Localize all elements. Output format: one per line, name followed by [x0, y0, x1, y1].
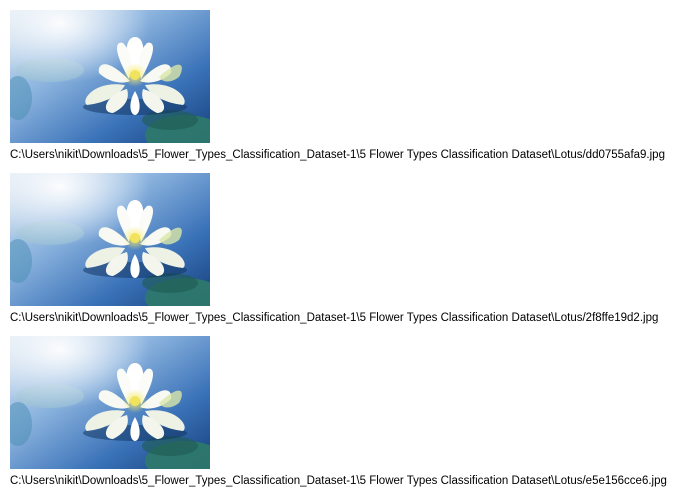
- lotus-image-thumbnail[interactable]: [10, 173, 210, 306]
- lotus-flower-image: [10, 336, 210, 469]
- lotus-flower-image: [10, 10, 210, 143]
- file-path-caption: C:\Users\nikit\Downloads\5_Flower_Types_…: [10, 312, 659, 324]
- lotus-flower-image: [10, 173, 210, 306]
- lotus-image-thumbnail[interactable]: [10, 10, 210, 143]
- file-path-caption: C:\Users\nikit\Downloads\5_Flower_Types_…: [10, 149, 665, 161]
- lotus-image-thumbnail[interactable]: [10, 336, 210, 469]
- result-entry-3: C:\Users\nikit\Downloads\5_Flower_Types_…: [10, 336, 700, 488]
- file-path-caption: C:\Users\nikit\Downloads\5_Flower_Types_…: [10, 475, 667, 487]
- result-entry-2: C:\Users\nikit\Downloads\5_Flower_Types_…: [10, 173, 700, 325]
- result-entry-1: C:\Users\nikit\Downloads\5_Flower_Types_…: [10, 10, 700, 162]
